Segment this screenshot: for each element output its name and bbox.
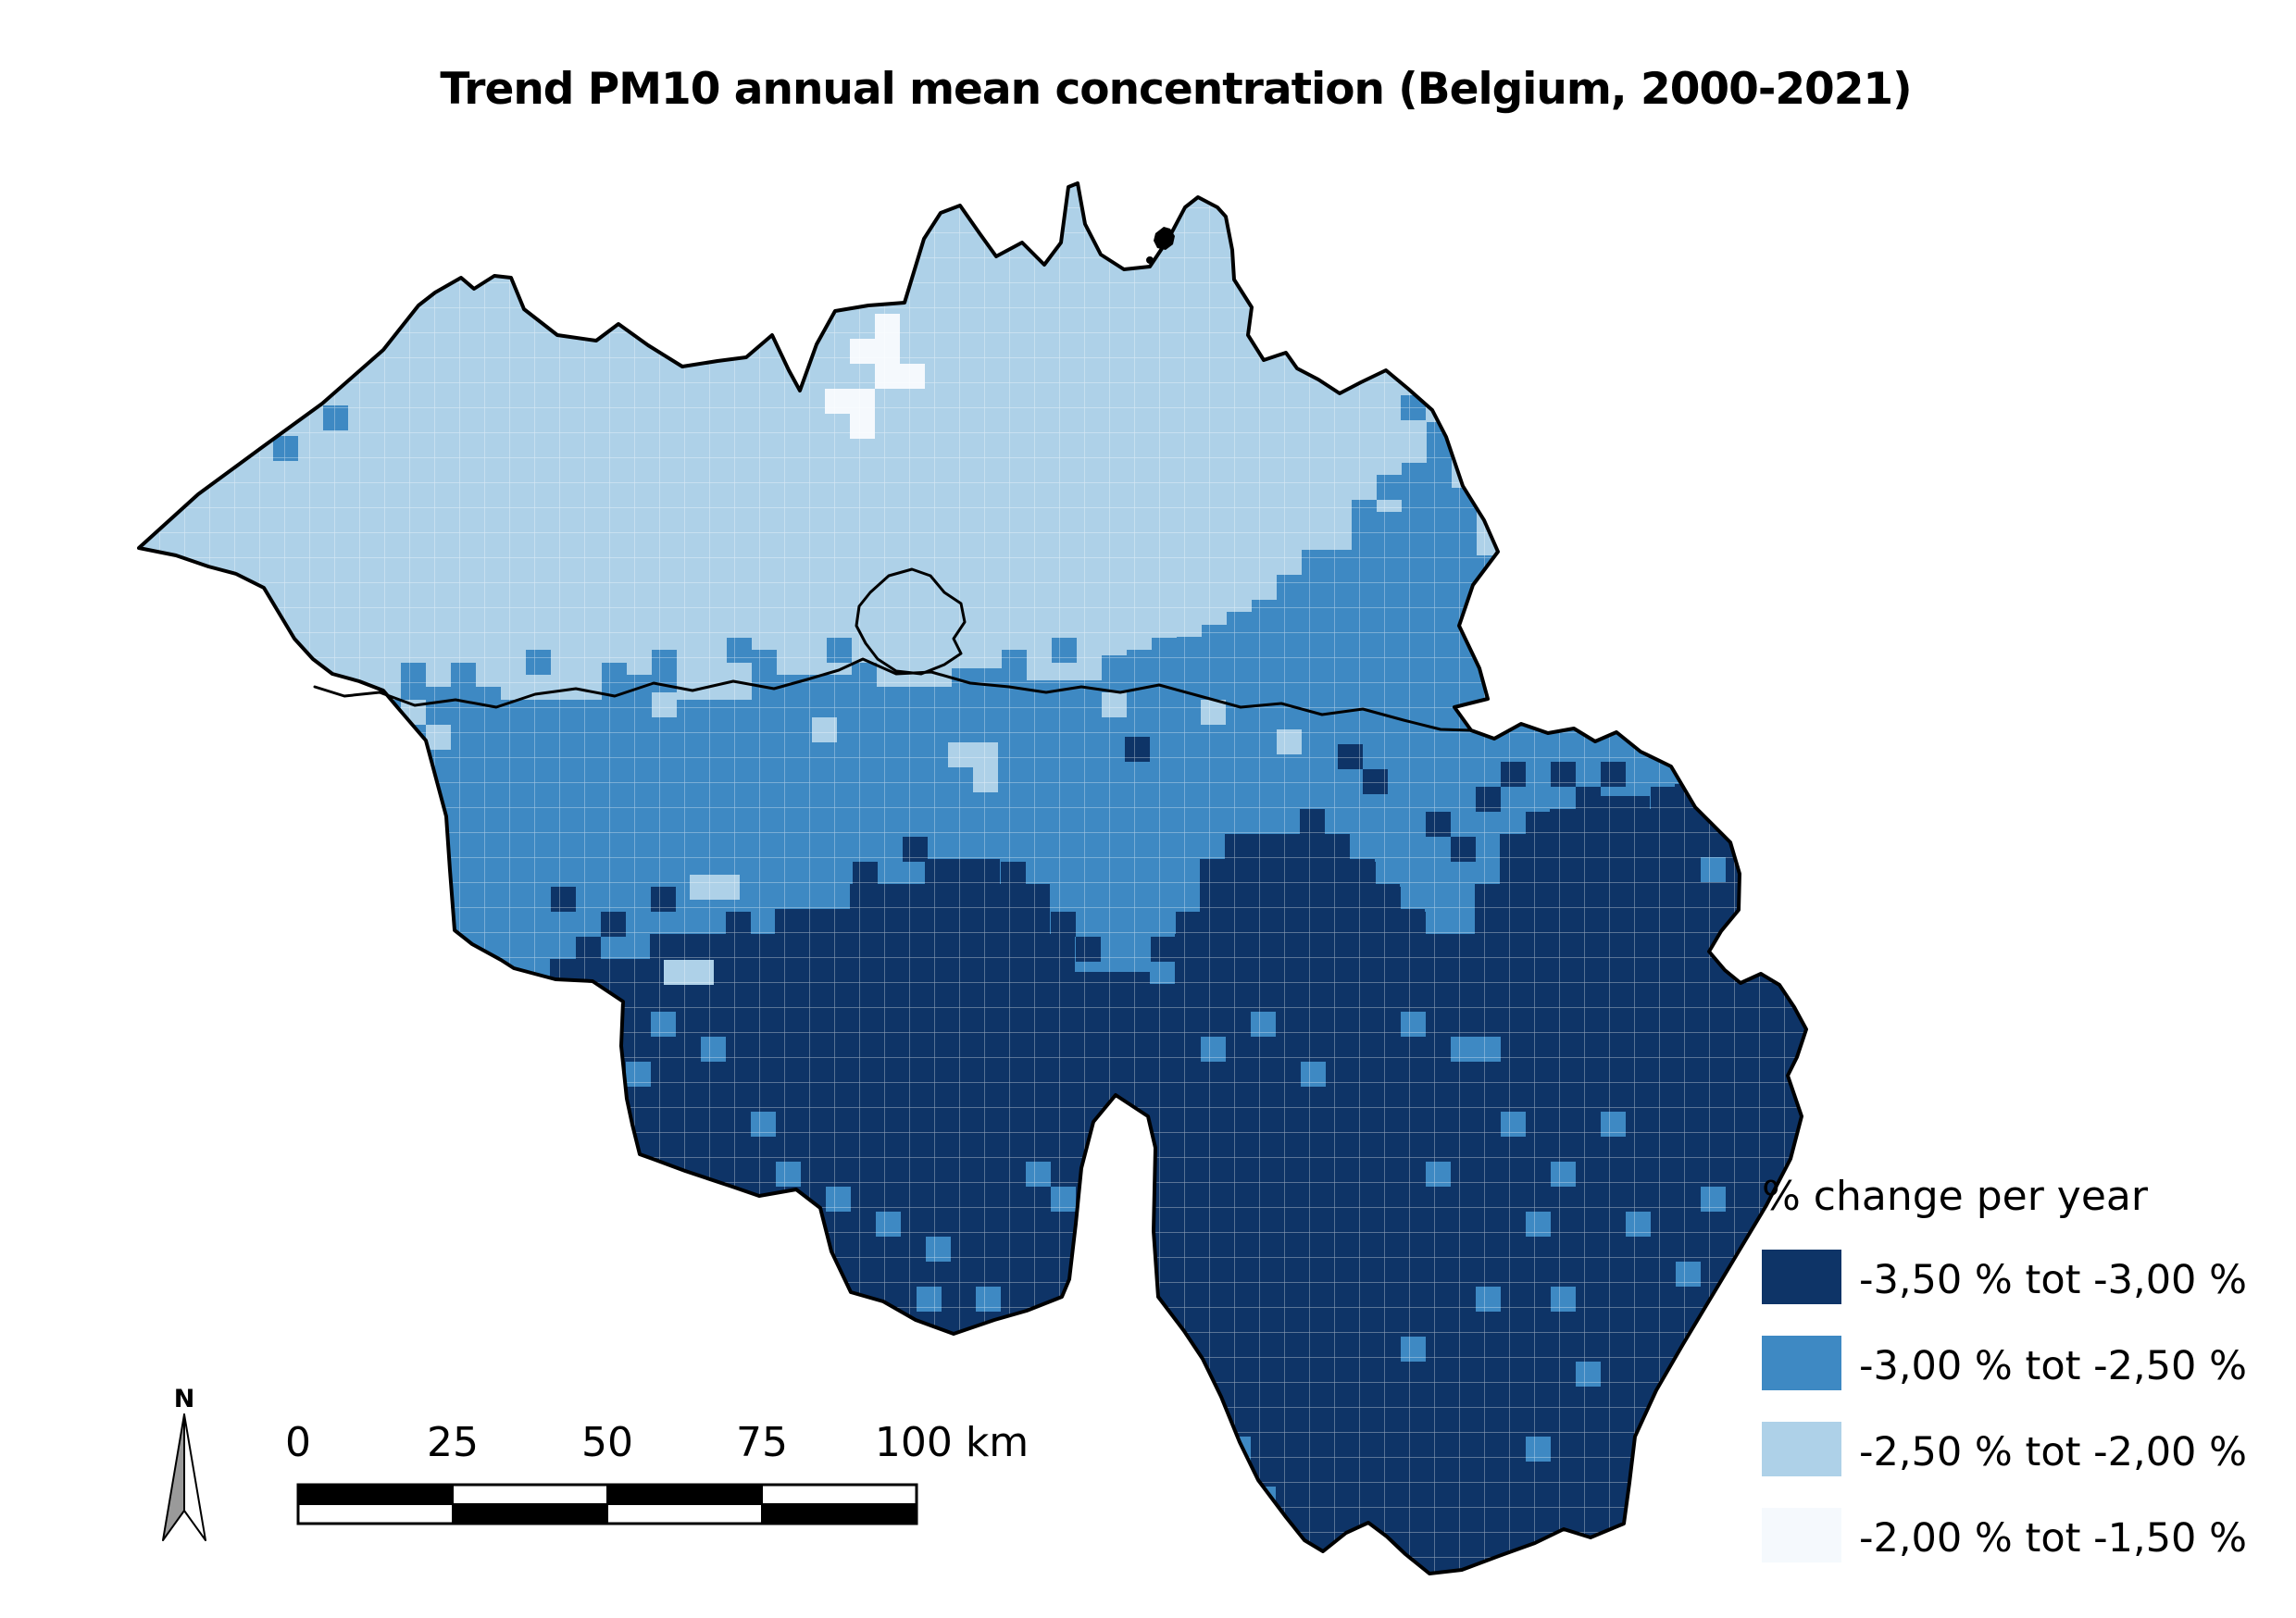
legend: % change per year -3,50 % tot -3,00 % -3…	[1762, 1173, 2247, 1562]
scalebar-seg-1-bottom	[297, 1503, 454, 1525]
north-arrow-label: N	[174, 1385, 195, 1413]
scale-label-100km: 100 km	[875, 1419, 1029, 1466]
legend-label-light: -2,50 % tot -2,00 %	[1859, 1429, 2247, 1475]
map-fill-layers	[139, 183, 1806, 1574]
scalebar-seg-3-bottom	[606, 1503, 763, 1525]
language-border-line	[313, 657, 1473, 732]
raster-grid-overlay	[139, 183, 1806, 1574]
legend-swatch-light	[1762, 1422, 1841, 1476]
legend-label-dark: -3,50 % tot -3,00 %	[1859, 1257, 2247, 1303]
scalebar-seg-4-top	[761, 1484, 917, 1505]
scalebar-seg-2-bottom	[452, 1503, 608, 1525]
legend-title: % change per year	[1762, 1173, 2149, 1220]
scalebar-seg-4-bottom	[761, 1503, 917, 1525]
scalebar-frame	[296, 1483, 918, 1525]
legend-swatch-medium	[1762, 1336, 1841, 1390]
scalebar-seg-2-top	[452, 1484, 608, 1505]
north-arrow-right-half	[183, 1413, 206, 1541]
scale-label-25: 25	[427, 1419, 479, 1466]
scale-bar: 0 25 50 75 100 km	[285, 1419, 1029, 1525]
legend-label-verylight: -2,00 % tot -1,50 %	[1859, 1515, 2247, 1562]
brussels-boundary-ring	[855, 567, 967, 676]
legend-label-medium: -3,00 % tot -2,50 %	[1859, 1343, 2247, 1389]
legend-swatch-verylight	[1762, 1508, 1841, 1562]
scale-label-50: 50	[581, 1419, 633, 1466]
legend-swatch-dark	[1762, 1250, 1841, 1304]
scale-label-75: 75	[736, 1419, 788, 1466]
north-arrow-left-half	[162, 1413, 185, 1541]
scalebar-seg-3-top	[606, 1484, 763, 1505]
scale-label-0: 0	[285, 1419, 311, 1466]
scalebar-seg-1-top	[297, 1484, 454, 1505]
port-area-marker	[1146, 227, 1175, 264]
map-title: Trend PM10 annual mean concentration (Be…	[440, 64, 1911, 115]
country-outline	[137, 181, 1808, 1575]
north-arrow: N	[162, 1385, 206, 1541]
